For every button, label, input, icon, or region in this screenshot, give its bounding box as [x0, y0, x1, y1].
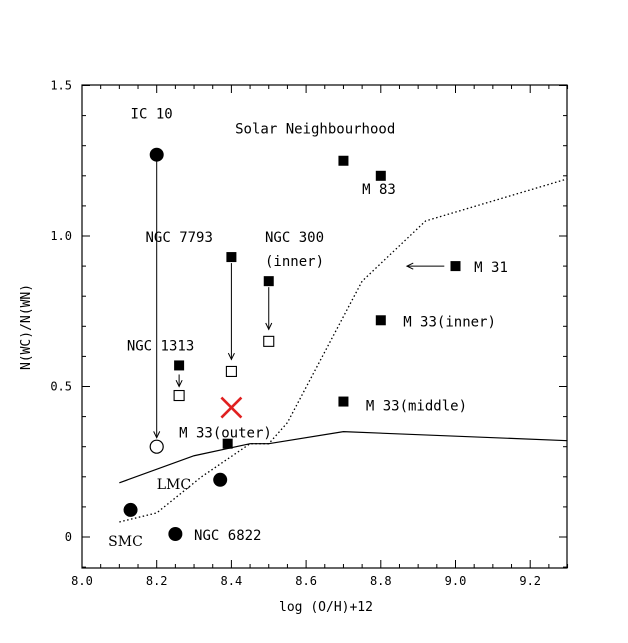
x-tick-label: 8.8 [370, 574, 392, 588]
y-tick-label: 1.5 [50, 79, 72, 93]
x-tick-label: 8.0 [71, 574, 93, 588]
red-cross-point [220, 396, 243, 419]
galaxy-label: M 33(outer) [179, 426, 272, 442]
galaxy-label: M 83 [362, 182, 396, 198]
galaxy-label: NGC 1313 [127, 338, 194, 354]
galaxy-label: LMC [157, 477, 191, 493]
filled-circle-point [149, 147, 164, 162]
filled-square-point [375, 315, 386, 326]
arrow-head [405, 262, 414, 270]
dotted-curve [119, 178, 568, 523]
filled-square-point [174, 360, 185, 371]
arrow-head [153, 431, 161, 439]
x-tick-label: 9.2 [519, 574, 541, 588]
open-square-point [173, 389, 185, 402]
galaxy-label: M 33(inner) [403, 314, 496, 330]
galaxy-label: SMC [108, 534, 143, 550]
filled-square-point [338, 155, 349, 166]
open-square-point [225, 365, 237, 378]
x-axis-title: log (O/H)+12 [279, 600, 373, 615]
galaxy-label: NGC 6822 [194, 528, 261, 544]
x-tick-label: 8.6 [295, 574, 317, 588]
arrow-head [227, 352, 235, 361]
x-tick-label: 8.2 [146, 574, 168, 588]
annotations: IC 10 Solar Neighbourhood M 83 NGC 7793 NGC … [108, 107, 508, 550]
filled-circle-point [123, 502, 138, 517]
arrows [153, 160, 445, 439]
x-tick-label: 9.0 [445, 574, 467, 588]
galaxy-label: M 31 [474, 260, 508, 276]
y-axis-title: N(WC)/N(WN) [19, 284, 34, 370]
x-tick-label: 8.4 [221, 574, 243, 588]
galaxy-label: IC 10 [131, 107, 173, 123]
galaxy-label: Solar Neighbourhood [235, 122, 395, 138]
galaxy-label: NGC 300 [265, 230, 324, 246]
filled-square-point [338, 396, 349, 407]
open-circle-point [149, 439, 164, 454]
open-square-point [263, 335, 275, 347]
galaxy-label: M 33(middle) [366, 399, 467, 415]
filled-square-point [375, 170, 386, 181]
data-points [123, 147, 461, 541]
y-tick-label: 0 [65, 530, 72, 544]
filled-square-point [263, 276, 274, 287]
galaxy-label: (inner) [265, 254, 324, 270]
filled-square-point [226, 252, 237, 263]
filled-square-point [222, 438, 233, 449]
model-curves [119, 178, 568, 523]
filled-circle-point [168, 526, 183, 541]
filled-circle-point [213, 472, 228, 487]
y-tick-label: 1.0 [50, 229, 72, 243]
tick-labels: 8.0 8.2 8.4 8.6 8.8 9.0 9.2 0 0.5 1.0 1.5 [50, 79, 541, 589]
y-tick-label: 0.5 [50, 380, 72, 394]
axis-ticks [81, 85, 569, 568]
arrow-head [265, 322, 273, 331]
arrow-head [175, 379, 183, 388]
galaxy-label: NGC 7793 [145, 230, 212, 246]
filled-square-point [450, 261, 461, 272]
